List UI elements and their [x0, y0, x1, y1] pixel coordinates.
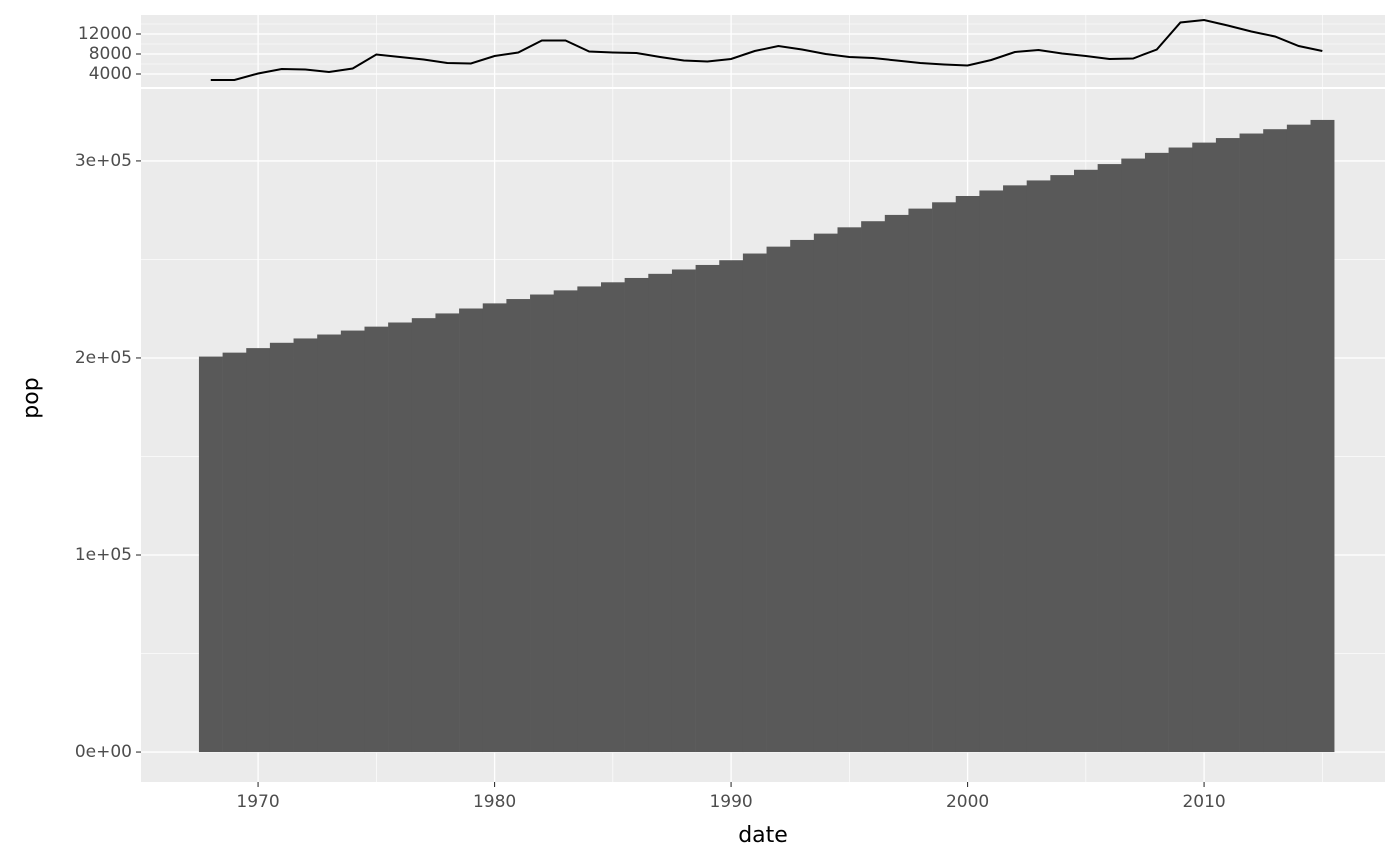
bar [884, 214, 909, 753]
bar [435, 313, 460, 753]
bar [269, 342, 294, 753]
y-tick-label: 12000 [78, 24, 132, 44]
bar [1050, 175, 1075, 753]
line [210, 18, 1323, 81]
bar [813, 233, 838, 753]
bar [222, 352, 247, 753]
bar [624, 277, 649, 753]
bar [411, 318, 436, 753]
x-tick-label: 2000 [946, 792, 989, 812]
y-tick-label: 1e+05 [75, 545, 132, 565]
bar [317, 334, 342, 753]
x-tick-label: 1990 [709, 792, 752, 812]
bar [1097, 164, 1122, 753]
bar [1215, 138, 1240, 753]
bar [246, 348, 271, 753]
bar [1144, 152, 1169, 753]
bar [1310, 119, 1335, 753]
bar [742, 253, 767, 753]
bar [1121, 158, 1146, 753]
bar [1003, 185, 1027, 753]
y-axis-title: pop [19, 377, 44, 418]
bar [293, 338, 318, 753]
bar [577, 286, 602, 753]
top-panel [141, 15, 1385, 87]
bar [553, 290, 578, 753]
bar [671, 269, 696, 753]
bar [1286, 124, 1311, 753]
bar [1026, 180, 1051, 753]
bar [506, 299, 531, 753]
bar [340, 330, 365, 753]
bar [1192, 142, 1217, 753]
bar [530, 294, 554, 753]
bar [648, 273, 673, 753]
bar [388, 322, 413, 753]
y-tick-label: 0e+00 [75, 742, 132, 762]
bar [198, 356, 223, 753]
bar [1168, 147, 1193, 753]
bar [979, 190, 1004, 753]
bar [837, 227, 862, 753]
bar [719, 260, 744, 753]
x-tick-label: 1970 [236, 792, 279, 812]
y-tick-label: 4000 [89, 64, 132, 84]
bar [364, 326, 389, 753]
bar [790, 239, 815, 753]
y-tick-label: 8000 [89, 44, 132, 64]
x-tick-label: 1980 [473, 792, 516, 812]
bar [1239, 133, 1264, 753]
y-tick-label: 3e+05 [75, 151, 132, 171]
bar [482, 303, 507, 753]
bar [766, 246, 791, 753]
bar [955, 195, 980, 753]
y-tick-label: 2e+05 [75, 348, 132, 368]
bar [459, 308, 484, 753]
x-tick-label: 2010 [1182, 792, 1225, 812]
bar [1263, 129, 1288, 753]
bar [600, 282, 625, 753]
x-axis-title: date [738, 823, 788, 848]
bar [932, 202, 957, 753]
bar [908, 208, 933, 753]
bar [695, 264, 720, 753]
bar [1074, 169, 1098, 753]
bar [861, 221, 886, 753]
